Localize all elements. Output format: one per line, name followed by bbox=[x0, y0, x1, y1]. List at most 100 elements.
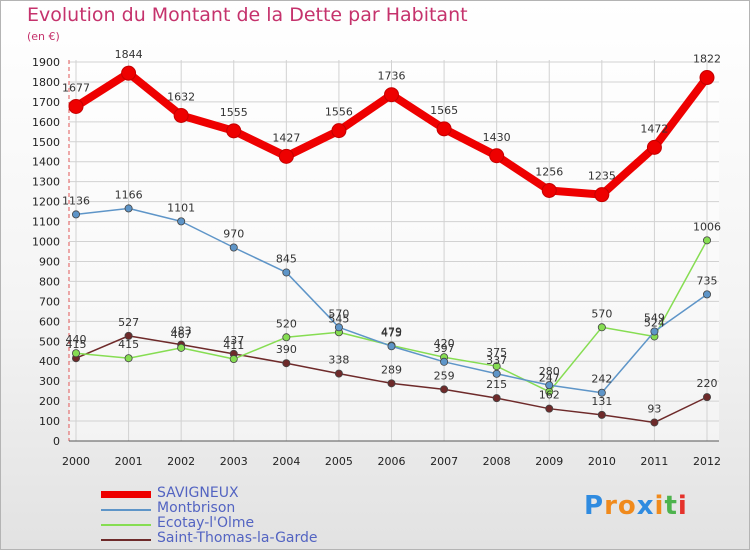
y-tick-label: 400 bbox=[39, 355, 60, 368]
data-label: 289 bbox=[381, 363, 402, 376]
data-label: 1136 bbox=[62, 194, 90, 207]
data-point bbox=[436, 121, 452, 137]
logo-letter: i bbox=[677, 491, 688, 521]
data-point bbox=[492, 394, 501, 403]
legend-swatch-savigneux bbox=[101, 491, 151, 498]
data-point bbox=[646, 139, 662, 155]
data-label: 845 bbox=[276, 252, 297, 265]
x-tick-label: 2012 bbox=[693, 455, 721, 468]
data-label: 280 bbox=[539, 365, 560, 378]
legend-swatch-montbrison bbox=[101, 509, 151, 511]
data-point bbox=[124, 204, 133, 213]
y-tick-label: 500 bbox=[39, 335, 60, 348]
data-label: 1006 bbox=[693, 220, 721, 233]
data-label: 1565 bbox=[430, 104, 458, 117]
data-label: 397 bbox=[434, 342, 455, 355]
data-label: 93 bbox=[647, 402, 661, 415]
data-point bbox=[334, 369, 343, 378]
logo-letter: P bbox=[584, 491, 605, 521]
data-label: 1472 bbox=[640, 122, 668, 135]
data-point bbox=[177, 217, 186, 226]
data-point bbox=[489, 148, 505, 164]
data-label: 549 bbox=[644, 311, 665, 324]
data-point bbox=[440, 357, 449, 366]
y-tick-label: 1000 bbox=[32, 236, 60, 249]
data-point bbox=[650, 418, 659, 427]
plot-area bbox=[69, 60, 719, 441]
data-label: 1235 bbox=[588, 170, 616, 183]
data-label: 1166 bbox=[115, 188, 143, 201]
legend-swatch-ecotay bbox=[101, 524, 151, 526]
y-tick-label: 1700 bbox=[32, 96, 60, 109]
data-label: 1822 bbox=[693, 53, 721, 66]
data-label: 215 bbox=[486, 378, 507, 391]
y-tick-label: 900 bbox=[39, 255, 60, 268]
data-label: 1101 bbox=[167, 201, 195, 214]
data-label: 1430 bbox=[483, 131, 511, 144]
y-tick-label: 0 bbox=[53, 435, 60, 448]
y-tick-label: 600 bbox=[39, 315, 60, 328]
x-tick-label: 2003 bbox=[220, 455, 248, 468]
chart-title: Evolution du Montant de la Dette par Hab… bbox=[27, 4, 468, 26]
y-tick-label: 100 bbox=[39, 415, 60, 428]
data-label: 415 bbox=[66, 338, 87, 351]
data-point bbox=[124, 331, 133, 340]
x-tick-label: 2006 bbox=[378, 455, 406, 468]
data-label: 338 bbox=[328, 354, 349, 367]
data-label: 467 bbox=[171, 328, 192, 341]
legend-label-ecotay: Ecotay-l'Olme bbox=[157, 515, 255, 531]
legend-label-savigneux: SAVIGNEUX bbox=[157, 485, 239, 501]
logo-letter: o bbox=[617, 491, 637, 521]
y-tick-label: 800 bbox=[39, 275, 60, 288]
data-point bbox=[387, 342, 396, 351]
data-label: 440 bbox=[66, 333, 87, 346]
data-label: 437 bbox=[223, 334, 244, 347]
data-label: 1555 bbox=[220, 106, 248, 119]
data-label: 411 bbox=[223, 339, 244, 352]
x-tick-label: 2009 bbox=[535, 455, 563, 468]
data-point bbox=[177, 343, 186, 352]
logo-letter: r bbox=[604, 491, 618, 521]
data-label: 479 bbox=[381, 325, 402, 338]
data-label: 415 bbox=[118, 338, 139, 351]
data-point bbox=[282, 333, 291, 342]
x-tick-label: 2005 bbox=[325, 455, 353, 468]
logo-letter: i bbox=[654, 491, 665, 521]
x-tick-label: 2004 bbox=[272, 455, 300, 468]
y-tick-label: 1100 bbox=[32, 216, 60, 229]
data-label: 420 bbox=[434, 337, 455, 350]
y-tick-label: 1500 bbox=[32, 136, 60, 149]
data-label: 259 bbox=[434, 369, 455, 382]
data-point bbox=[699, 70, 715, 86]
data-point bbox=[597, 323, 606, 332]
x-tick-label: 2011 bbox=[640, 455, 668, 468]
data-label: 970 bbox=[223, 228, 244, 241]
data-label: 475 bbox=[381, 326, 402, 339]
data-point bbox=[331, 123, 347, 139]
data-point bbox=[334, 323, 343, 332]
data-label: 483 bbox=[171, 325, 192, 338]
data-label: 520 bbox=[276, 317, 297, 330]
data-point bbox=[492, 369, 501, 378]
data-point bbox=[282, 359, 291, 368]
data-label: 570 bbox=[591, 307, 612, 320]
data-point bbox=[72, 210, 81, 219]
legend-swatch-saint-thomas bbox=[101, 539, 151, 541]
data-point bbox=[703, 393, 712, 402]
data-point bbox=[703, 236, 712, 245]
data-label: 247 bbox=[539, 372, 560, 385]
data-point bbox=[545, 404, 554, 413]
x-tick-label: 2010 bbox=[588, 455, 616, 468]
data-label: 1844 bbox=[115, 48, 143, 61]
data-label: 1632 bbox=[167, 90, 195, 103]
data-point bbox=[173, 107, 189, 123]
data-label: 242 bbox=[591, 373, 612, 386]
y-tick-label: 200 bbox=[39, 395, 60, 408]
data-point bbox=[68, 98, 84, 114]
y-tick-label: 700 bbox=[39, 295, 60, 308]
y-tick-label: 1400 bbox=[32, 156, 60, 169]
data-point bbox=[650, 327, 659, 336]
logo-letter: t bbox=[664, 491, 678, 521]
